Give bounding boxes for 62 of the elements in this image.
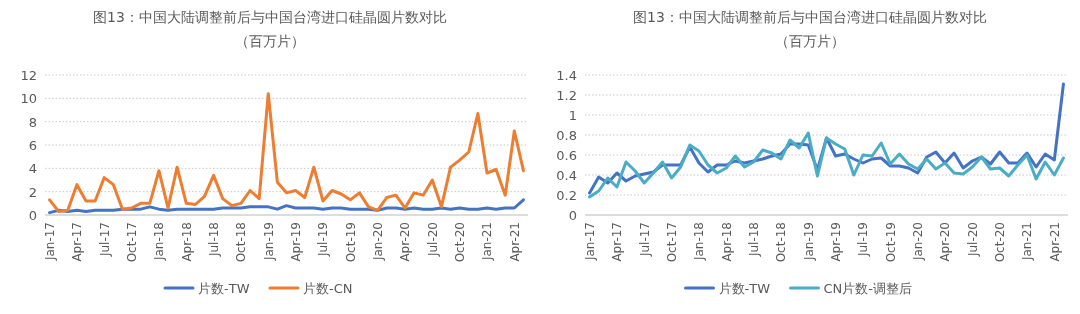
x-tick-label: Jan-17 — [583, 222, 598, 262]
x-tick-label: Jul-18 — [747, 222, 762, 258]
x-tick-label: Apr-20 — [938, 222, 953, 262]
y-tick-label: 1.2 — [556, 88, 577, 103]
x-tick-label: Jan-21 — [1020, 222, 1035, 262]
x-tick-label: Jul-18 — [207, 222, 222, 258]
x-tick-label: Oct-17 — [125, 222, 140, 263]
y-tick-label: 12 — [20, 68, 37, 83]
x-tick-label: Jul-19 — [856, 222, 871, 258]
line-series — [588, 131, 1065, 199]
y-tick-label: 2 — [28, 184, 37, 200]
chart-subtitle: （百万片） — [775, 33, 845, 49]
y-tick-label: 1.4 — [556, 68, 577, 83]
y-tick-label: 0 — [28, 208, 37, 223]
y-tick-label: 6 — [28, 138, 37, 153]
x-tick-label: Apr-21 — [1047, 222, 1062, 262]
x-tick-label: Apr-18 — [179, 222, 194, 262]
x-tick-label: Jul-19 — [316, 222, 331, 258]
x-tick-label: Jan-21 — [480, 222, 495, 262]
y-tick-label: 0.6 — [556, 148, 577, 163]
y-tick-label: 0 — [568, 208, 577, 223]
x-tick-label: Jan-20 — [371, 222, 386, 262]
x-tick-label: Oct-18 — [774, 222, 789, 263]
y-tick-label: 8 — [28, 114, 37, 130]
legend-label: 片数-TW — [198, 281, 250, 296]
y-tick-label: 0.8 — [556, 128, 577, 143]
legend-label: 片数-TW — [718, 281, 771, 296]
x-tick-label: Oct-20 — [453, 222, 468, 263]
x-tick-label: Jan-20 — [911, 222, 926, 262]
chart-title: 图13：中国大陆调整前后与中国台湾进口硅晶圆片数对比 — [633, 9, 987, 25]
x-tick-label: Apr-17 — [610, 222, 625, 262]
y-tick-label: 10 — [20, 91, 37, 107]
x-tick-label: Oct-18 — [234, 222, 249, 263]
y-tick-label: 1 — [568, 108, 577, 123]
x-tick-label: Jul-20 — [425, 222, 440, 258]
x-tick-label: Jan-18 — [692, 222, 707, 262]
x-tick-label: Jan-18 — [152, 222, 167, 262]
chart-title: 图13：中国大陆调整前后与中国台湾进口硅晶圆片数对比 — [93, 9, 447, 25]
x-tick-label: Jul-17 — [97, 222, 112, 258]
x-tick-label: Jan-17 — [43, 222, 58, 262]
y-tick-label: 4 — [28, 161, 37, 177]
x-tick-label: Oct-20 — [993, 222, 1008, 263]
x-tick-label: Jul-17 — [637, 222, 652, 258]
line-series — [48, 198, 525, 215]
x-tick-label: Oct-19 — [343, 222, 358, 263]
x-tick-label: Oct-19 — [883, 222, 898, 263]
line-series — [48, 92, 525, 213]
x-tick-label: Apr-18 — [719, 222, 734, 262]
legend-label: CN片数-调整后 — [823, 281, 912, 296]
legend-label: 片数-CN — [303, 281, 353, 296]
x-tick-label: Apr-19 — [829, 222, 844, 262]
x-tick-label: Apr-20 — [398, 222, 413, 262]
chart-subtitle: （百万片） — [235, 33, 305, 49]
x-tick-label: Jul-20 — [965, 222, 980, 258]
y-tick-label: 0.4 — [556, 168, 577, 183]
y-tick-label: 0.2 — [556, 188, 577, 203]
x-tick-label: Jan-19 — [261, 222, 276, 262]
x-tick-label: Apr-21 — [507, 222, 522, 262]
x-tick-label: Oct-17 — [665, 222, 680, 263]
x-tick-label: Apr-19 — [289, 222, 304, 262]
x-tick-label: Apr-17 — [70, 222, 85, 262]
x-tick-label: Jan-19 — [801, 222, 816, 262]
